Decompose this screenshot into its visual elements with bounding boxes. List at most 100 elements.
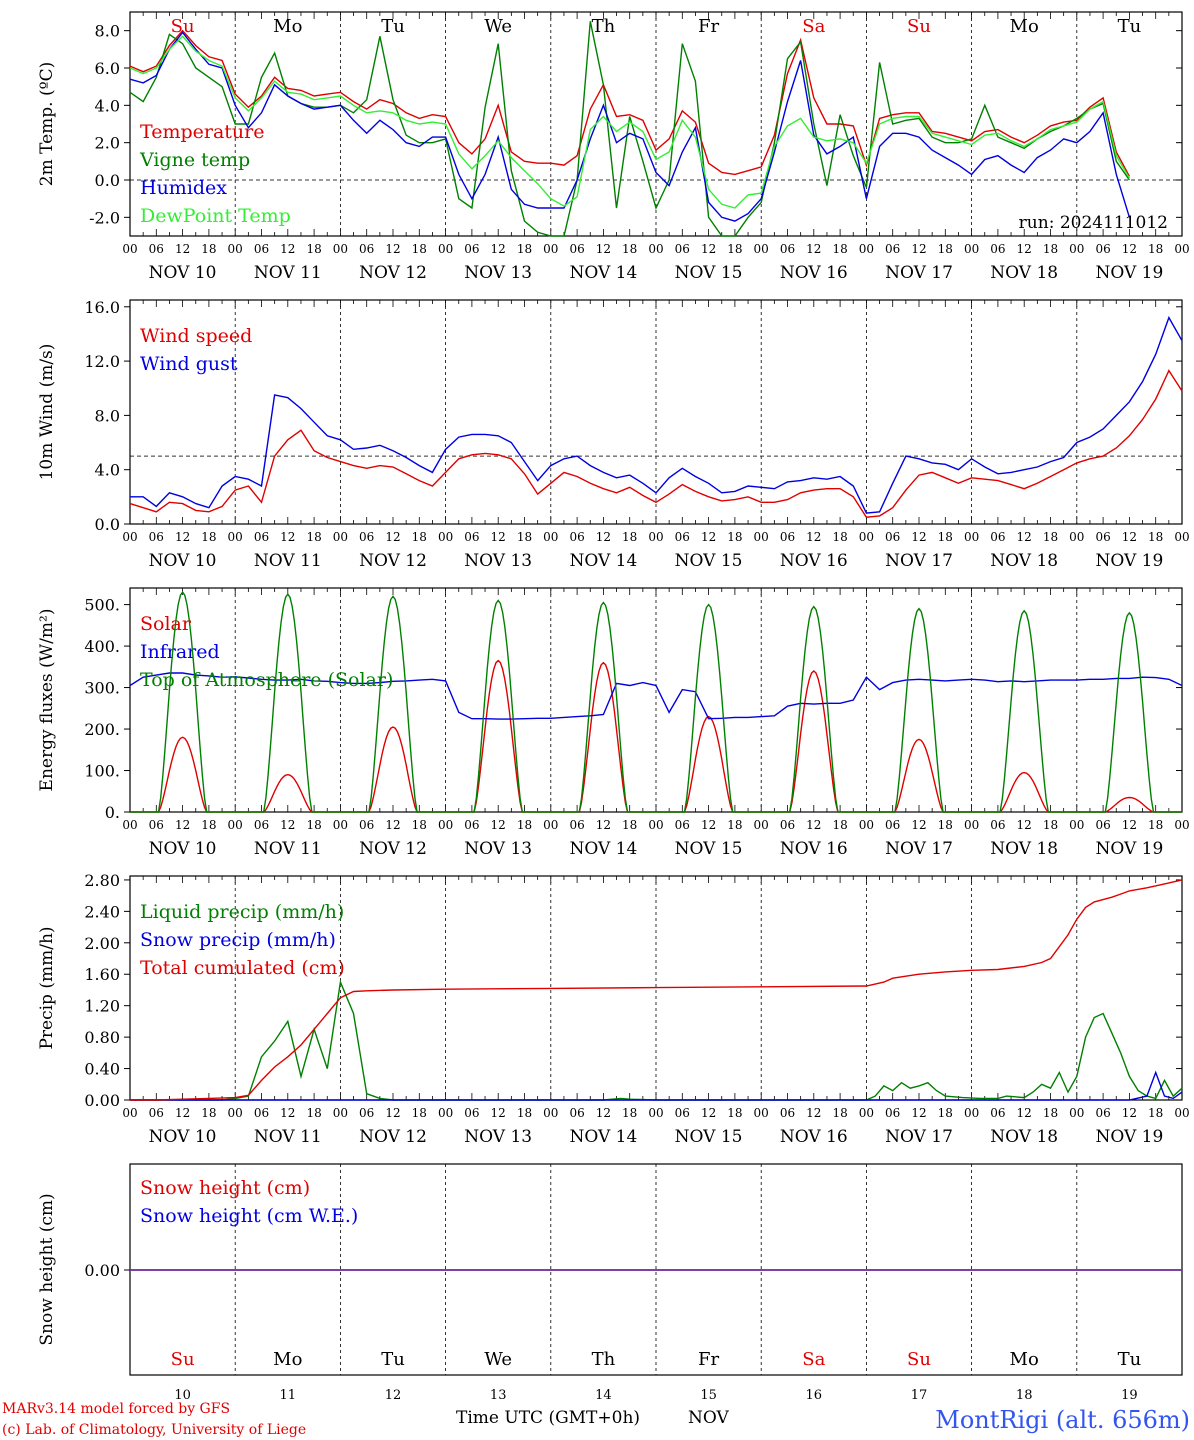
date-label: NOV 15: [675, 263, 743, 283]
hour-tick-label: 12: [1122, 1106, 1137, 1120]
hour-tick-label: 18: [306, 1106, 321, 1120]
hour-tick-label: 00: [228, 530, 243, 544]
day-of-week-label: Tu: [381, 1349, 405, 1370]
hour-tick-label: 18: [306, 818, 321, 832]
hour-tick-label: 18: [1043, 530, 1058, 544]
date-label: NOV 14: [569, 263, 637, 283]
hour-tick-label: 06: [149, 242, 164, 256]
hour-tick-label: 18: [622, 242, 637, 256]
hour-tick-label: 18: [517, 818, 532, 832]
hour-tick-label: 12: [280, 818, 295, 832]
y-tick-label: 0.00: [84, 1261, 120, 1280]
day-number-label: 15: [700, 1388, 717, 1403]
hour-tick-label: 12: [491, 818, 506, 832]
panel-frame: [129, 587, 1183, 813]
hour-tick-label: 00: [438, 818, 453, 832]
series-line-snow-precip-mm-h: [130, 1070, 1183, 1101]
hour-tick-label: 06: [254, 818, 269, 832]
hour-tick-label: 06: [780, 1106, 795, 1120]
date-label: NOV 17: [885, 551, 953, 571]
hour-tick-label: 00: [648, 530, 663, 544]
hour-tick-label: 06: [885, 530, 900, 544]
legend-entry: Snow height (cm W.E.): [140, 1205, 358, 1227]
hour-tick-label: 06: [675, 530, 690, 544]
hour-tick-label: 18: [622, 818, 637, 832]
hour-tick-label: 00: [543, 530, 558, 544]
hour-tick-label: 00: [1069, 530, 1084, 544]
legend-entry: Snow precip (mm/h): [140, 929, 336, 951]
hour-tick-label: 06: [990, 242, 1005, 256]
hour-tick-label: 06: [1095, 530, 1110, 544]
date-label: NOV 12: [359, 263, 427, 283]
date-label: NOV 13: [464, 1127, 532, 1147]
day-number-label: 12: [385, 1388, 402, 1403]
y-axis-label: 2m Temp. (ºC): [37, 62, 57, 187]
hour-tick-label: 06: [1095, 1106, 1110, 1120]
hour-tick-label: 00: [648, 242, 663, 256]
hour-tick-label: 18: [832, 818, 847, 832]
hour-tick-label: 12: [596, 242, 611, 256]
series-line-humidex: [129, 31, 1131, 222]
hour-tick-label: 12: [385, 818, 400, 832]
hour-tick-label: 18: [938, 242, 953, 256]
hour-tick-label: 06: [254, 1106, 269, 1120]
hour-tick-label: 06: [780, 818, 795, 832]
date-label: NOV 19: [1095, 551, 1163, 571]
hour-tick-label: 12: [701, 530, 716, 544]
day-of-week-label: Sa: [802, 16, 825, 37]
date-label: NOV 15: [675, 1127, 743, 1147]
hour-tick-label: 06: [254, 530, 269, 544]
y-tick-label: 1.20: [84, 997, 120, 1016]
hour-tick-label: 06: [149, 1106, 164, 1120]
hour-tick-label: 00: [228, 818, 243, 832]
date-label: NOV 18: [990, 839, 1058, 859]
day-of-week-label: Sa: [802, 1349, 825, 1370]
y-tick-label: 200.: [84, 720, 120, 739]
hour-tick-label: 18: [622, 530, 637, 544]
hour-tick-label: 12: [385, 530, 400, 544]
day-of-week-label: We: [484, 16, 512, 37]
date-label: NOV 16: [780, 263, 848, 283]
y-tick-label: 2.00: [84, 934, 120, 953]
hour-tick-label: 00: [859, 818, 874, 832]
legend-entry: DewPoint Temp: [140, 205, 291, 227]
hour-tick-label: 12: [596, 818, 611, 832]
hour-tick-label: 12: [1017, 1106, 1032, 1120]
y-tick-label: 300.: [84, 679, 120, 698]
legend-entry: Wind speed: [140, 325, 252, 347]
hour-tick-label: 18: [517, 242, 532, 256]
y-tick-label: -2.0: [89, 208, 120, 227]
hour-tick-label: 06: [464, 818, 479, 832]
panel-4: 00 06 12 18 00 06 12 18 00 06 12 18 00 06 12 18 00 06 12 18…: [37, 871, 1190, 1147]
day-number-label: 14: [595, 1388, 612, 1403]
station-name: MontRigi (alt. 656m): [935, 1406, 1190, 1434]
hour-tick-label: 06: [675, 818, 690, 832]
hour-tick-label: 12: [175, 818, 190, 832]
hour-tick-label: 00: [543, 242, 558, 256]
y-tick-label: 0.40: [84, 1060, 120, 1079]
y-tick-label: 2.40: [84, 902, 120, 921]
hour-tick-label: 00: [543, 1106, 558, 1120]
hour-tick-label: 06: [885, 242, 900, 256]
hour-tick-label: 12: [806, 1106, 821, 1120]
hour-tick-label: 18: [412, 1106, 427, 1120]
y-tick-label: 16.0: [84, 298, 120, 317]
hour-tick-label: 00: [648, 1106, 663, 1120]
date-label: NOV 13: [464, 263, 532, 283]
hour-tick-label: 06: [359, 530, 374, 544]
date-label: NOV 15: [675, 551, 743, 571]
hour-tick-label: 06: [569, 1106, 584, 1120]
y-axis-label: Snow height (cm): [37, 1193, 57, 1345]
series-line-vigne-temp: [129, 21, 1130, 237]
panel-frame: [129, 11, 1183, 237]
run-label: run: 2024111012: [1019, 213, 1168, 233]
y-axis-label: Energy fluxes (W/m²): [37, 609, 57, 792]
hour-tick-label: 12: [596, 1106, 611, 1120]
hour-tick-label: 06: [359, 818, 374, 832]
hour-tick-label: 06: [359, 242, 374, 256]
hour-tick-label: 12: [596, 530, 611, 544]
hour-tick-label: 12: [385, 1106, 400, 1120]
panel-frame: [129, 299, 1183, 525]
y-tick-label: 12.0: [84, 352, 120, 371]
